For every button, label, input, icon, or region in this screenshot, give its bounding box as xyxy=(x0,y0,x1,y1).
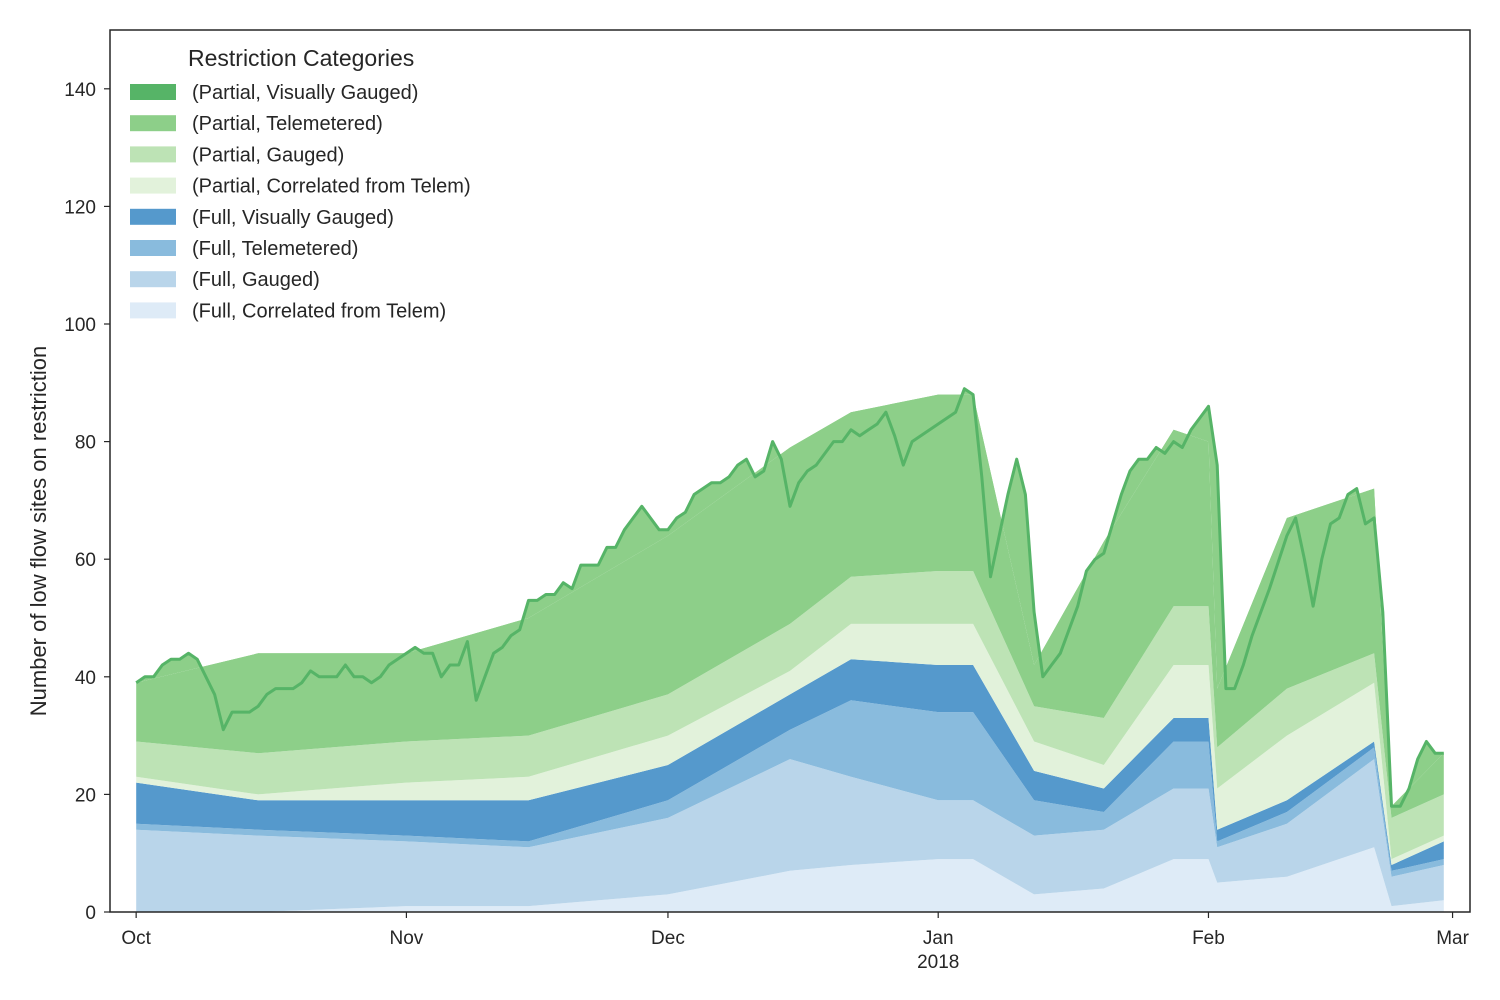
y-tick-label-3: 60 xyxy=(75,550,96,571)
y-tick-label-6: 120 xyxy=(64,197,96,218)
legend-swatch-1 xyxy=(130,115,176,132)
area-layers xyxy=(136,394,1444,912)
legend-swatch-0 xyxy=(130,84,176,100)
legend-label-4: (Full, Visually Gauged) xyxy=(192,207,394,229)
legend-title: Restriction Categories xyxy=(188,45,414,71)
y-axis: 0 20 40 60 80 100 120 140 xyxy=(64,80,110,924)
x-tick-sublabel-3: 2018 xyxy=(917,952,959,973)
total-fill xyxy=(136,388,1444,807)
area-series-6 xyxy=(136,394,1444,818)
legend-swatch-3 xyxy=(130,177,176,194)
x-tick-label-5: Mar xyxy=(1436,928,1469,949)
y-tick-label-1: 20 xyxy=(75,785,96,806)
area-series-3 xyxy=(136,659,1444,871)
y-tick-label-7: 140 xyxy=(64,80,96,101)
x-tick-label-4: Feb xyxy=(1192,928,1225,949)
legend-swatch-2 xyxy=(130,146,176,163)
x-tick-label-2: Dec xyxy=(651,928,685,949)
area-series-2 xyxy=(136,700,1444,877)
y-tick-label-0: 0 xyxy=(85,903,96,924)
x-tick-label-0: Oct xyxy=(121,928,151,949)
legend-label-6: (Full, Gauged) xyxy=(192,269,320,291)
area-series-4 xyxy=(136,623,1444,865)
total-line xyxy=(135,387,1444,808)
x-tick-label-3: Jan xyxy=(923,928,954,949)
legend-label-3: (Partial, Correlated from Telem) xyxy=(192,176,471,198)
y-tick-label-4: 80 xyxy=(75,433,96,454)
y-tick-label-2: 40 xyxy=(75,668,96,689)
y-axis-label: Number of low flow sites on restriction xyxy=(26,346,51,716)
legend-label-2: (Partial, Gauged) xyxy=(192,144,344,166)
x-axis: Oct Nov Dec Jan 2018 Feb Mar xyxy=(121,912,1470,973)
legend-swatch-4 xyxy=(130,208,176,225)
legend-swatch-7 xyxy=(130,302,176,319)
area-series-1 xyxy=(136,759,1444,912)
legend: Restriction Categories (Partial, Visuall… xyxy=(130,45,471,322)
plot-frame xyxy=(109,29,1471,913)
legend-label-5: (Full, Telemetered) xyxy=(192,238,358,260)
legend-label-1: (Partial, Telemetered) xyxy=(192,113,383,135)
total-line-group xyxy=(135,387,1444,808)
legend-swatch-5 xyxy=(130,240,176,256)
x-tick-label-1: Nov xyxy=(390,928,424,949)
area-series-5 xyxy=(136,571,1444,860)
y-tick-label-5: 100 xyxy=(64,315,96,336)
legend-label-0: (Partial, Visually Gauged) xyxy=(192,82,418,104)
legend-label-7: (Full, Correlated from Telem) xyxy=(192,300,446,322)
area-series-0 xyxy=(136,847,1444,912)
legend-swatch-6 xyxy=(130,271,176,288)
